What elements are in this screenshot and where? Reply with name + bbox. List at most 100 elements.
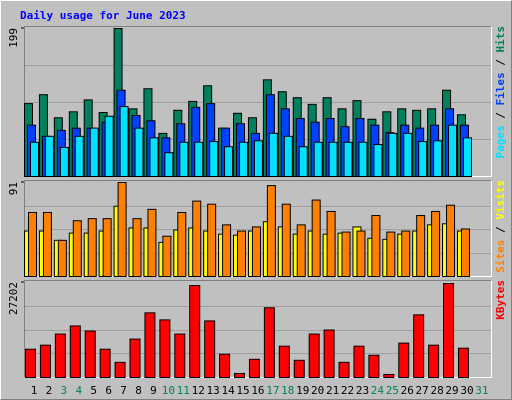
bar: [25, 348, 36, 378]
bar: [72, 220, 82, 278]
x-tick-label: 31: [475, 384, 488, 397]
bar: [59, 146, 69, 178]
bar: [448, 124, 458, 177]
x-tick-label: 8: [135, 384, 142, 397]
bar: [207, 203, 217, 277]
bar: [418, 141, 428, 177]
bar: [159, 319, 171, 378]
bar: [87, 218, 97, 277]
bar: [39, 344, 51, 378]
bar: [457, 347, 469, 379]
x-tick-label: 27: [416, 384, 429, 397]
bar: [266, 185, 276, 278]
bar: [268, 132, 278, 177]
bar: [84, 330, 96, 379]
bar: [42, 211, 52, 277]
legend-entry: Files: [494, 72, 507, 105]
x-tick-label: 6: [105, 384, 112, 397]
x-tick-label: 13: [207, 384, 220, 397]
bar: [147, 208, 157, 278]
x-tick-label: 24: [371, 384, 385, 397]
x-tick-label: 2: [46, 384, 53, 397]
bar: [373, 144, 383, 177]
bar: [368, 354, 380, 379]
bar: [194, 141, 204, 177]
legend-entry: Sites: [494, 240, 507, 273]
bar: [343, 141, 353, 177]
bar: [313, 141, 323, 177]
panel-bevel-dark: [24, 280, 492, 378]
bar: [204, 320, 216, 379]
bar: [224, 146, 234, 177]
bar: [281, 203, 291, 277]
bar: [358, 141, 368, 177]
x-tick-label: 3: [61, 384, 68, 397]
bar: [209, 141, 219, 177]
legend-entry: Visits: [494, 180, 507, 220]
bar: [129, 338, 141, 379]
bar: [428, 344, 440, 378]
x-tick-label: 15: [236, 384, 249, 397]
bar: [253, 140, 263, 178]
bar: [296, 224, 306, 278]
bar: [99, 348, 111, 378]
bar: [28, 211, 37, 277]
bar: [293, 359, 305, 379]
chart-title: Daily usage for June 2023: [20, 9, 186, 22]
x-tick-label: 20: [311, 384, 324, 397]
bar: [30, 141, 39, 177]
x-tick-label: 25: [386, 384, 399, 397]
bar: [74, 135, 84, 178]
bar: [278, 345, 290, 378]
bar: [401, 230, 411, 278]
bar: [239, 141, 249, 177]
bar: [248, 358, 260, 379]
bar: [179, 141, 189, 177]
legend-entry: Pages: [494, 125, 507, 158]
bar: [326, 210, 336, 277]
x-tick-label: 16: [251, 384, 264, 397]
bar: [308, 333, 320, 378]
bar: [338, 361, 350, 378]
x-tick-label: 17: [266, 384, 279, 397]
bar: [353, 345, 365, 378]
bar: [416, 215, 426, 277]
bar: [57, 239, 67, 278]
bar: [398, 342, 410, 379]
x-tick-label: 12: [192, 384, 205, 397]
bar: [386, 231, 396, 277]
bar: [144, 312, 156, 378]
bar: [134, 127, 144, 178]
bar: [383, 373, 395, 378]
legend: KBytes: [494, 280, 507, 320]
bar: [104, 115, 114, 178]
legend-separator: /: [494, 220, 507, 240]
y-tick-label: 27202: [7, 282, 20, 315]
bar: [219, 353, 231, 379]
bar: [328, 141, 338, 177]
legend-separator: /: [494, 106, 507, 126]
bar: [189, 285, 201, 378]
bar: [119, 106, 129, 177]
y-tick-label: 199: [7, 28, 20, 48]
x-tick-label: 22: [341, 384, 354, 397]
x-tick-label: 28: [430, 384, 443, 397]
bar: [114, 361, 126, 378]
bar: [117, 182, 127, 277]
bar: [164, 152, 174, 177]
bar: [431, 210, 441, 277]
bar: [89, 127, 99, 178]
x-tick-label: 14: [221, 384, 235, 397]
x-tick-label: 4: [75, 384, 82, 397]
x-tick-label: 1: [31, 384, 38, 397]
bar: [149, 137, 159, 177]
x-tick-label: 5: [90, 384, 97, 397]
legend-separator: /: [494, 53, 507, 73]
bar: [54, 333, 66, 378]
x-tick-label: 26: [401, 384, 414, 397]
x-tick-label: 7: [120, 384, 127, 397]
x-tick-label: 21: [326, 384, 339, 397]
x-tick-label: 10: [162, 384, 175, 397]
